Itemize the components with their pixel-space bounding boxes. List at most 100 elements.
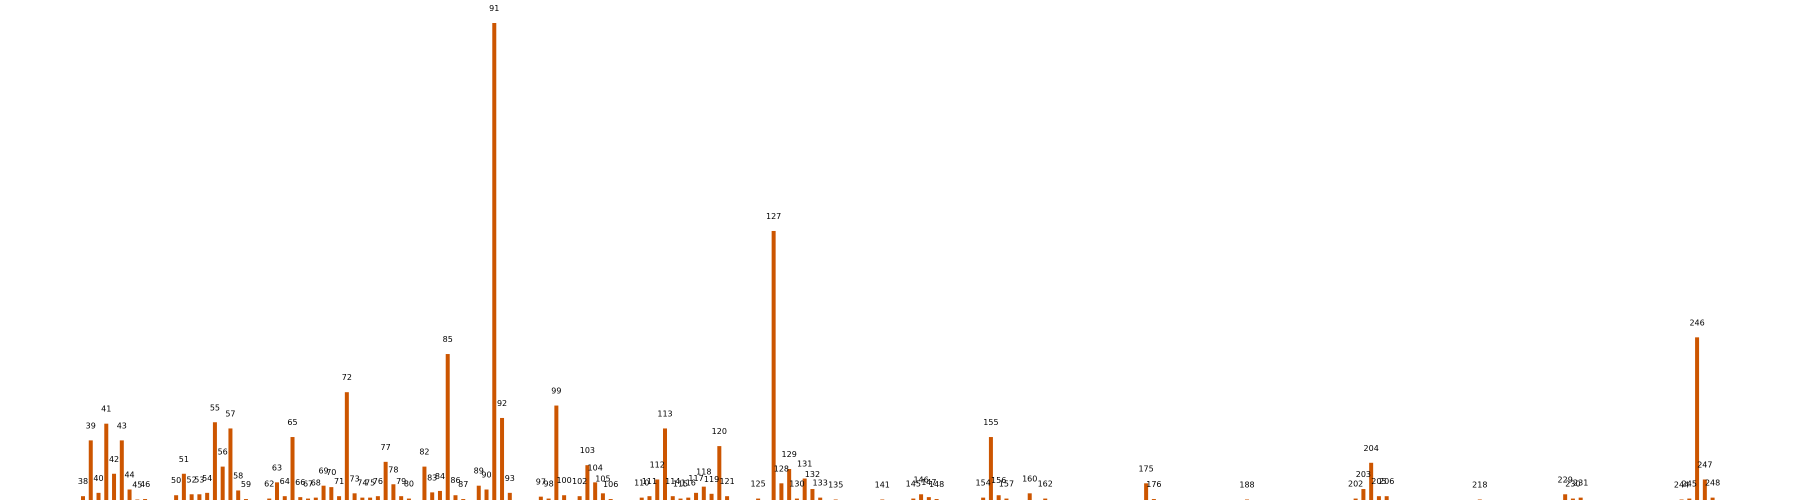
bar-label-65: 65 (287, 418, 297, 427)
bar-77 (383, 461, 388, 500)
bar-90 (484, 489, 489, 500)
bar-label-128: 128 (774, 464, 789, 473)
bar-label-75: 75 (365, 479, 375, 488)
bar-57 (228, 428, 233, 500)
bar-55 (212, 422, 217, 500)
bar-label-41: 41 (101, 405, 111, 414)
bar-110 (639, 497, 644, 500)
bar-119 (709, 493, 714, 500)
bar-118 (701, 486, 706, 500)
bar-121 (725, 496, 730, 500)
bar-103 (585, 465, 590, 500)
bar-53 (197, 494, 202, 500)
bar-128 (779, 483, 784, 500)
bar-68 (313, 497, 318, 500)
bar-99 (554, 405, 559, 500)
bar-label-145: 145 (906, 480, 921, 489)
bar-label-64: 64 (280, 477, 290, 486)
bar-146 (919, 494, 924, 500)
bar-39 (88, 440, 93, 500)
bar-label-55: 55 (210, 403, 220, 412)
bar-label-229: 229 (1558, 475, 1573, 484)
bar-label-110: 110 (634, 479, 649, 488)
bar-label-246: 246 (1689, 318, 1704, 327)
bar-93 (507, 492, 512, 500)
bar-label-92: 92 (497, 399, 507, 408)
bar-162 (1043, 498, 1048, 500)
bar-203 (1361, 489, 1366, 500)
bar-label-38: 38 (78, 477, 88, 486)
bars-layer (81, 23, 1715, 500)
bar-label-132: 132 (805, 470, 820, 479)
bar-label-83: 83 (427, 473, 437, 482)
bar-112 (655, 479, 660, 500)
bar-156 (996, 495, 1001, 500)
bar-label-99: 99 (551, 387, 561, 396)
bar-label-247: 247 (1697, 460, 1712, 469)
bar-label-71: 71 (334, 477, 344, 486)
bar-label-58: 58 (233, 471, 243, 480)
bar-105 (600, 493, 605, 500)
bar-label-63: 63 (272, 463, 282, 472)
bar-label-52: 52 (187, 475, 197, 484)
bar-label-62: 62 (264, 480, 274, 489)
bar-157 (1004, 498, 1009, 500)
bar-206 (1384, 496, 1389, 500)
bar-label-104: 104 (588, 463, 603, 472)
bar-label-78: 78 (388, 465, 398, 474)
bar-63 (275, 482, 279, 500)
bar-label-148: 148 (929, 480, 944, 489)
bar-69 (321, 485, 326, 500)
bar-label-45: 45 (132, 481, 142, 490)
bar-label-231: 231 (1573, 479, 1588, 488)
bar-231 (1578, 497, 1583, 500)
bar-label-42: 42 (109, 455, 119, 464)
bar-label-44: 44 (124, 471, 134, 480)
bar-label-146: 146 (913, 475, 928, 484)
bar-label-69: 69 (318, 467, 328, 476)
bar-label-97: 97 (536, 478, 546, 487)
bar-245 (1687, 498, 1692, 500)
bar-130 (794, 498, 799, 500)
bar-label-73: 73 (350, 474, 360, 483)
bar-label-245: 245 (1682, 480, 1697, 489)
bar-229 (1563, 494, 1568, 500)
bar-111 (647, 496, 652, 500)
bar-92 (500, 417, 505, 500)
bar-label-130: 130 (789, 480, 804, 489)
bar-label-77: 77 (381, 443, 391, 452)
bar-label-129: 129 (782, 450, 797, 459)
bar-133 (818, 497, 823, 500)
bar-label-203: 203 (1356, 470, 1371, 479)
bar-label-43: 43 (117, 421, 127, 430)
bar-label-105: 105 (595, 474, 610, 483)
bar-100 (562, 495, 567, 500)
bar-label-244: 244 (1674, 481, 1689, 490)
bar-label-113: 113 (657, 409, 672, 418)
bar-label-154: 154 (976, 479, 991, 488)
bar-102 (577, 496, 582, 500)
bar-label-127: 127 (766, 212, 781, 221)
bar-85 (445, 354, 450, 500)
bar-86 (453, 495, 458, 500)
bar-83 (430, 492, 435, 500)
bar-115 (678, 498, 683, 500)
bar-204 (1369, 462, 1374, 500)
bar-label-80: 80 (404, 480, 414, 489)
bar-label-112: 112 (650, 460, 665, 469)
bar-43 (119, 440, 124, 500)
bar-80 (406, 498, 411, 500)
bar-72 (344, 392, 349, 500)
bar-75 (368, 497, 373, 500)
bar-label-218: 218 (1472, 481, 1487, 490)
bar-82 (422, 466, 427, 500)
bar-44 (127, 489, 132, 500)
bar-label-82: 82 (419, 448, 429, 457)
bar-label-100: 100 (556, 476, 571, 485)
bar-label-106: 106 (603, 480, 618, 489)
bar-label-131: 131 (797, 460, 812, 469)
bar-202 (1353, 498, 1358, 500)
bar-50 (174, 495, 179, 500)
bar-label-46: 46 (140, 480, 150, 489)
bar-label-39: 39 (86, 421, 96, 430)
